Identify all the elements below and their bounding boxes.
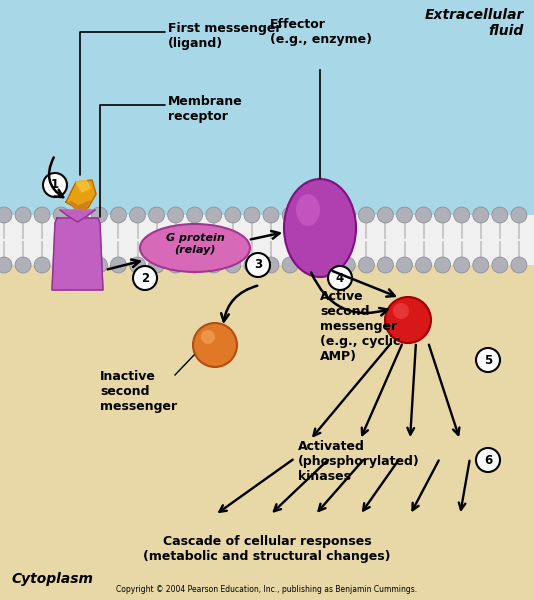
Circle shape	[435, 207, 451, 223]
Polygon shape	[76, 180, 90, 192]
Text: G protein
(relay): G protein (relay)	[166, 233, 224, 255]
Circle shape	[246, 253, 270, 277]
Circle shape	[358, 207, 374, 223]
Circle shape	[454, 207, 470, 223]
Bar	[0, 0, 534, 265]
Circle shape	[454, 257, 470, 273]
Circle shape	[193, 323, 237, 367]
Circle shape	[34, 207, 50, 223]
Polygon shape	[70, 201, 90, 210]
Bar	[0, 215, 534, 265]
Text: Copyright © 2004 Pearson Education, Inc., publishing as Benjamin Cummings.: Copyright © 2004 Pearson Education, Inc.…	[116, 585, 418, 594]
Circle shape	[435, 257, 451, 273]
Polygon shape	[52, 218, 103, 290]
Text: Cytoplasm: Cytoplasm	[12, 572, 94, 586]
Text: Active
second
messenger
(e.g., cyclic
AMP): Active second messenger (e.g., cyclic AM…	[320, 290, 400, 363]
Circle shape	[476, 448, 500, 472]
Ellipse shape	[284, 179, 356, 277]
Circle shape	[492, 257, 508, 273]
Circle shape	[72, 257, 88, 273]
Circle shape	[320, 257, 336, 273]
Text: Extracellular
fluid: Extracellular fluid	[425, 8, 524, 38]
Circle shape	[282, 257, 298, 273]
Circle shape	[91, 257, 107, 273]
Circle shape	[244, 207, 260, 223]
Circle shape	[43, 173, 67, 197]
Circle shape	[492, 207, 508, 223]
Circle shape	[168, 257, 184, 273]
Circle shape	[168, 207, 184, 223]
Circle shape	[244, 257, 260, 273]
Bar	[0, 265, 534, 600]
Text: Inactive
second
messenger: Inactive second messenger	[100, 370, 177, 413]
Text: Effector
(e.g., enzyme): Effector (e.g., enzyme)	[270, 18, 372, 46]
Circle shape	[282, 207, 298, 223]
Circle shape	[378, 207, 394, 223]
Circle shape	[415, 257, 431, 273]
Circle shape	[148, 257, 164, 273]
Circle shape	[187, 257, 203, 273]
Text: Activated
(phosphorylated)
kinases: Activated (phosphorylated) kinases	[298, 440, 420, 483]
Circle shape	[385, 297, 431, 343]
Circle shape	[263, 207, 279, 223]
Text: 5: 5	[484, 353, 492, 367]
Circle shape	[339, 207, 355, 223]
Circle shape	[473, 207, 489, 223]
Circle shape	[397, 257, 412, 273]
Circle shape	[393, 303, 409, 319]
Circle shape	[320, 207, 336, 223]
Circle shape	[0, 257, 12, 273]
Text: 2: 2	[141, 271, 149, 284]
Circle shape	[301, 257, 317, 273]
Text: 1: 1	[51, 179, 59, 191]
Text: Membrane
receptor: Membrane receptor	[168, 95, 243, 123]
Circle shape	[133, 266, 157, 290]
Circle shape	[378, 257, 394, 273]
Text: Cascade of cellular responses
(metabolic and structural changes): Cascade of cellular responses (metabolic…	[143, 535, 391, 563]
Circle shape	[187, 207, 203, 223]
Circle shape	[72, 207, 88, 223]
Text: 3: 3	[254, 259, 262, 271]
Ellipse shape	[140, 224, 250, 272]
Polygon shape	[60, 210, 95, 222]
Circle shape	[34, 257, 50, 273]
Circle shape	[0, 207, 12, 223]
Circle shape	[339, 257, 355, 273]
Circle shape	[263, 257, 279, 273]
Circle shape	[201, 330, 215, 344]
Circle shape	[476, 348, 500, 372]
Circle shape	[53, 257, 69, 273]
Circle shape	[15, 257, 31, 273]
Text: 6: 6	[484, 454, 492, 467]
Circle shape	[206, 257, 222, 273]
Circle shape	[148, 207, 164, 223]
Circle shape	[301, 207, 317, 223]
Text: 4: 4	[336, 271, 344, 284]
Text: First messenger
(ligand): First messenger (ligand)	[168, 22, 281, 50]
Circle shape	[328, 266, 352, 290]
Circle shape	[225, 207, 241, 223]
Circle shape	[111, 207, 127, 223]
Circle shape	[511, 207, 527, 223]
Circle shape	[473, 257, 489, 273]
Circle shape	[15, 207, 31, 223]
Circle shape	[358, 257, 374, 273]
Ellipse shape	[296, 194, 320, 226]
Circle shape	[111, 257, 127, 273]
Circle shape	[91, 207, 107, 223]
Circle shape	[225, 257, 241, 273]
Circle shape	[206, 207, 222, 223]
Circle shape	[415, 207, 431, 223]
Circle shape	[397, 207, 412, 223]
Circle shape	[130, 207, 145, 223]
Circle shape	[511, 257, 527, 273]
Circle shape	[130, 257, 145, 273]
Circle shape	[53, 207, 69, 223]
Polygon shape	[66, 180, 96, 208]
